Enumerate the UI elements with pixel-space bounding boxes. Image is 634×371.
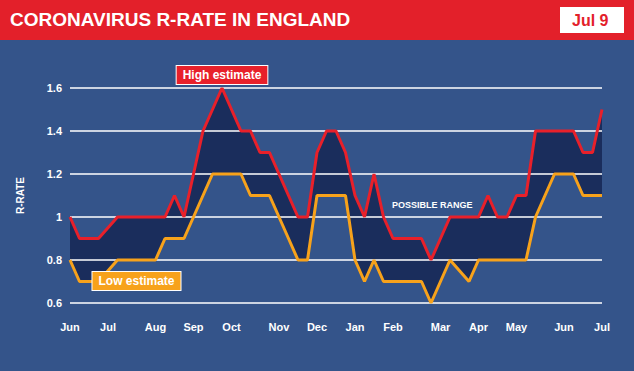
svg-text:1.2: 1.2 bbox=[47, 168, 62, 180]
svg-text:Dec: Dec bbox=[307, 321, 327, 333]
svg-text:0.6: 0.6 bbox=[47, 297, 62, 309]
svg-text:Aug: Aug bbox=[145, 321, 166, 333]
svg-text:Low estimate: Low estimate bbox=[98, 274, 174, 288]
svg-text:Mar: Mar bbox=[431, 321, 451, 333]
svg-text:CORONAVIRUS R-RATE IN ENGLAND: CORONAVIRUS R-RATE IN ENGLAND bbox=[10, 9, 350, 30]
svg-text:POSSIBLE RANGE: POSSIBLE RANGE bbox=[392, 200, 473, 210]
svg-text:1.6: 1.6 bbox=[47, 82, 62, 94]
svg-text:Jul 9: Jul 9 bbox=[572, 12, 609, 29]
svg-text:High estimate: High estimate bbox=[183, 68, 262, 82]
svg-text:May: May bbox=[506, 321, 528, 333]
svg-text:Jun: Jun bbox=[554, 321, 574, 333]
svg-text:0.8: 0.8 bbox=[47, 254, 62, 266]
svg-text:Feb: Feb bbox=[383, 321, 403, 333]
svg-text:Sep: Sep bbox=[183, 321, 203, 333]
svg-text:R-RATE: R-RATE bbox=[15, 177, 26, 214]
svg-text:Nov: Nov bbox=[269, 321, 291, 333]
svg-text:Jun: Jun bbox=[60, 321, 80, 333]
svg-text:Oct: Oct bbox=[222, 321, 241, 333]
svg-text:1: 1 bbox=[56, 211, 62, 223]
svg-text:Jul: Jul bbox=[100, 321, 116, 333]
svg-text:Jan: Jan bbox=[346, 321, 365, 333]
svg-text:Jul: Jul bbox=[594, 321, 610, 333]
svg-text:Apr: Apr bbox=[469, 321, 489, 333]
svg-text:1.4: 1.4 bbox=[47, 125, 63, 137]
